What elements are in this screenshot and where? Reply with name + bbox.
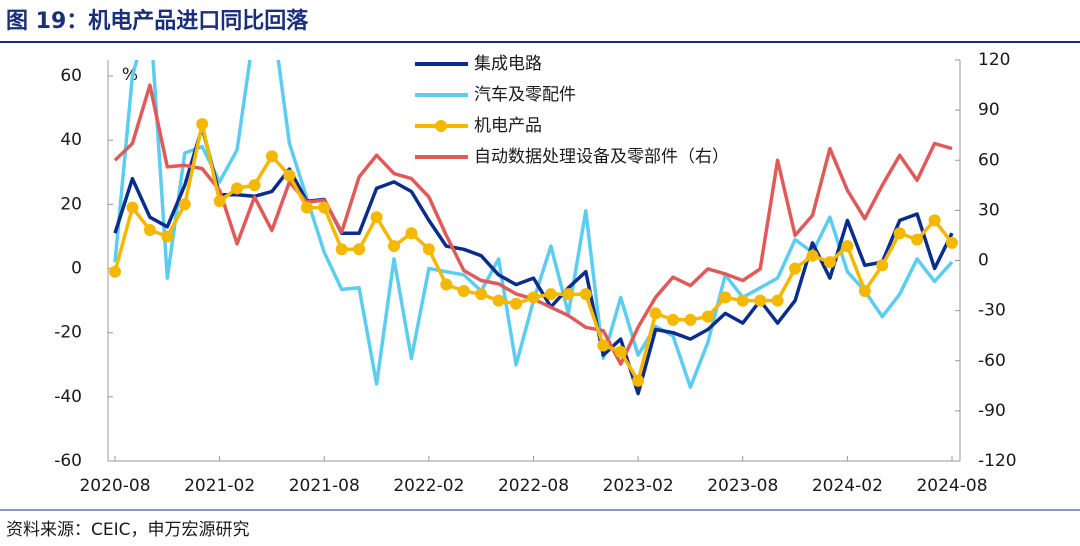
y-tick-label: -60 xyxy=(54,451,82,471)
series-marker xyxy=(492,294,505,307)
series-marker xyxy=(841,240,854,253)
x-tick-label: 2023-08 xyxy=(707,476,778,496)
x-tick-label: 2020-08 xyxy=(79,476,150,496)
series-marker xyxy=(405,227,418,240)
series-marker xyxy=(143,224,156,237)
y2-tick-label: -30 xyxy=(978,301,1006,321)
series-marker xyxy=(701,310,714,323)
series-marker xyxy=(806,249,819,262)
x-tick-label: 2021-02 xyxy=(184,476,255,496)
x-tick-label: 2022-08 xyxy=(498,476,569,496)
series-marker xyxy=(946,236,958,249)
y-tick-label: -20 xyxy=(54,323,82,343)
x-tick-label: 2021-08 xyxy=(289,476,360,496)
x-tick-label: 2022-02 xyxy=(393,476,464,496)
series-marker xyxy=(893,227,906,240)
x-tick-label: 2023-02 xyxy=(603,476,674,496)
series-marker xyxy=(318,201,331,214)
series-marker xyxy=(161,230,174,243)
series-marker xyxy=(475,288,488,301)
source: 资料来源：CEIC，申万宏源研究 xyxy=(6,520,250,540)
legend-label: 机电产品 xyxy=(474,116,542,136)
legend-label: 集成电路 xyxy=(474,54,542,74)
series-marker xyxy=(283,169,296,182)
series-marker xyxy=(527,291,540,304)
series-marker xyxy=(928,214,941,227)
legend-marker xyxy=(435,120,447,132)
series-marker xyxy=(510,297,523,310)
plot-area xyxy=(109,60,958,396)
series-marker xyxy=(457,284,470,297)
series-marker xyxy=(684,313,697,326)
series-marker xyxy=(178,198,191,211)
series-marker xyxy=(126,201,139,214)
series-marker xyxy=(196,118,209,131)
y-tick-label: 60 xyxy=(60,66,82,86)
series-marker xyxy=(736,294,749,307)
series-marker xyxy=(823,256,836,269)
y2-tick-label: -120 xyxy=(978,451,1017,471)
series-marker xyxy=(754,294,767,307)
series-marker xyxy=(614,345,627,358)
y2-tick-label: -90 xyxy=(978,401,1006,421)
series-marker xyxy=(231,182,244,195)
series-marker xyxy=(265,150,278,163)
series-marker xyxy=(353,243,366,256)
series-marker xyxy=(649,307,662,320)
x-tick-label: 2024-08 xyxy=(916,476,987,496)
series-marker xyxy=(544,288,557,301)
series-marker xyxy=(370,211,383,224)
y2-tick-label: 30 xyxy=(978,200,1000,220)
y-tick-label: 0 xyxy=(71,259,82,279)
legend-label: 汽车及零配件 xyxy=(474,85,576,105)
series-marker xyxy=(719,291,732,304)
series-marker xyxy=(789,262,802,275)
series-marker xyxy=(248,179,261,192)
y2-tick-label: 60 xyxy=(978,150,1000,170)
series-marker xyxy=(422,243,435,256)
y-tick-label: -40 xyxy=(54,387,82,407)
series-marker xyxy=(771,294,784,307)
chart-title: 图 19：机电产品进口同比回落 xyxy=(6,9,309,34)
y-tick-label: 40 xyxy=(60,130,82,150)
series-marker xyxy=(300,201,313,214)
series-marker xyxy=(632,374,645,387)
y-tick-label: 20 xyxy=(60,194,82,214)
series-marker xyxy=(213,195,226,208)
y2-tick-label: 90 xyxy=(978,100,1000,120)
series-marker xyxy=(597,339,610,352)
series-marker xyxy=(667,313,679,326)
x-tick-label: 2024-02 xyxy=(812,476,883,496)
series-marker xyxy=(388,240,400,253)
y2-tick-label: -60 xyxy=(978,351,1006,371)
series-marker xyxy=(911,233,924,246)
series-marker xyxy=(335,243,348,256)
y2-tick-label: 0 xyxy=(978,251,989,271)
series-marker xyxy=(440,278,453,291)
series-marker xyxy=(858,284,871,297)
series-marker xyxy=(109,265,121,278)
series-marker xyxy=(876,259,889,272)
series-marker xyxy=(562,288,575,301)
y2-tick-label: 120 xyxy=(978,50,1010,70)
series-marker xyxy=(579,288,592,301)
legend-label: 自动数据处理设备及零部件（右） xyxy=(474,147,729,167)
